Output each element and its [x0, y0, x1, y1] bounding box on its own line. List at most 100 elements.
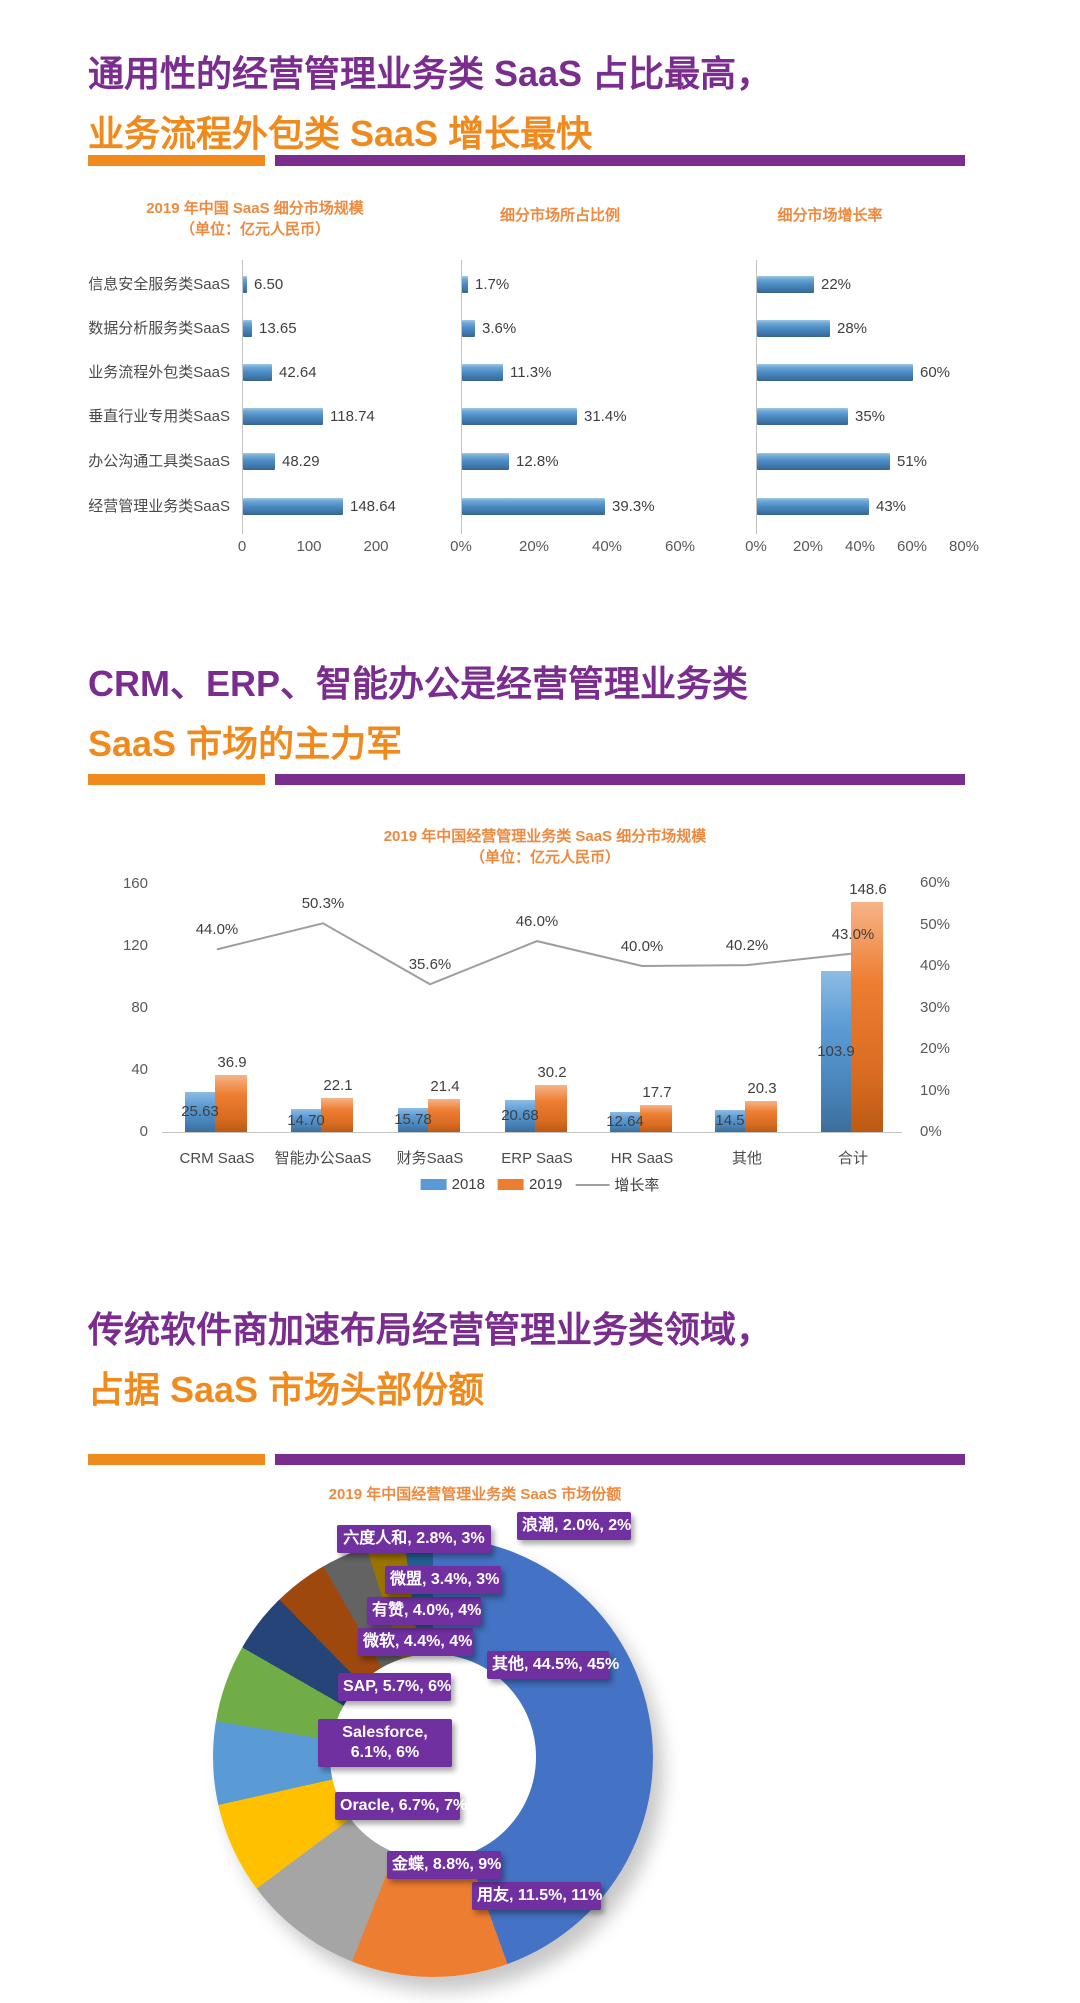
bar-row-bar — [462, 453, 509, 470]
bar-row-value: 6.50 — [254, 276, 284, 293]
divider-orange-segment — [88, 155, 265, 166]
y-axis-line — [461, 260, 462, 534]
bar-row-bar — [243, 320, 252, 337]
bar-row-bar — [462, 498, 605, 515]
bar-row-value: 148.64 — [350, 498, 396, 515]
divider-gap — [265, 774, 275, 785]
chart2-title: 细分市场所占比例 — [499, 207, 620, 224]
bar-2019 — [215, 1075, 247, 1132]
growth-point-value: 46.0% — [515, 913, 559, 931]
x-axis-tick: 40% — [591, 538, 623, 555]
pie-chart-title: 2019 年中国经营管理业务类 SaaS 市场份额 — [328, 1486, 622, 1503]
bar-row-value: 39.3% — [612, 498, 655, 515]
divider-gap — [265, 155, 275, 166]
bar-2019-value: 30.2 — [537, 1064, 567, 1081]
right-axis-tick: 20% — [920, 1040, 951, 1057]
bar-2019 — [640, 1105, 672, 1132]
pie-slice-label: 金蝶, 8.8%, 9% — [387, 1851, 501, 1879]
left-axis-tick: 0 — [139, 1123, 148, 1140]
bar-row-bar — [243, 453, 275, 470]
bar-2019 — [851, 902, 883, 1132]
pie-slice-label: 六度人和, 2.8%, 3% — [337, 1525, 491, 1553]
legend-item: 2019 — [497, 1176, 563, 1193]
bar-2018 — [610, 1112, 640, 1132]
section2-title-line1: CRM、ERP、智能办公是经营管理业务类 — [88, 663, 749, 704]
chart1-title-line1: 2019 年中国 SaaS 细分市场规模 — [146, 200, 364, 217]
bar-row-bar — [462, 276, 468, 293]
divider-purple-segment — [275, 1454, 965, 1465]
x-axis-tick: 100 — [296, 538, 322, 555]
bar-row-category: 经营管理业务类SaaS — [88, 498, 230, 515]
bar-2018-value: 14.70 — [287, 1111, 325, 1129]
bar-2019 — [428, 1099, 460, 1132]
right-axis-tick: 50% — [920, 915, 951, 933]
pie-slice-label: 用友, 11.5%, 11% — [472, 1882, 602, 1910]
bar-2019-value: 36.9 — [217, 1054, 247, 1071]
section2-divider — [88, 774, 965, 785]
bar-row-bar — [243, 408, 323, 425]
bar-2019-value: 22.1 — [323, 1077, 353, 1094]
bar-row-bar — [757, 498, 869, 515]
pie-slice-label: 其他, 44.5%, 45% — [487, 1651, 619, 1679]
bar-row-value: 12.8% — [516, 453, 559, 470]
bar-row-category: 办公沟通工具类SaaS — [88, 453, 230, 470]
x-axis-tick: 20% — [792, 538, 824, 555]
growth-point-value: 50.3% — [301, 895, 345, 913]
right-axis-tick: 30% — [920, 998, 951, 1016]
bar-row-bar — [462, 364, 503, 381]
bar-row-category: 垂直行业专用类SaaS — [88, 408, 230, 425]
x-axis-tick: 200 — [363, 538, 389, 555]
bar-2019-value: 20.3 — [747, 1080, 777, 1097]
left-axis-tick: 40 — [131, 1061, 148, 1078]
bar-row-bar — [757, 320, 830, 337]
bar-row-value: 1.7% — [475, 276, 510, 293]
bar-2018-value: 12.64 — [606, 1113, 644, 1130]
combo-chart-title-line1: 2019 年中国经营管理业务类 SaaS 细分市场规模 — [383, 828, 707, 845]
chart3-title: 细分市场增长率 — [777, 207, 883, 224]
legend-label: 增长率 — [614, 1177, 660, 1194]
section3-title: 传统软件商加速布局经营管理业务类领域， 占据 SaaS 市场头部份额 — [88, 1300, 772, 1420]
combo-category-label: 其他 — [731, 1150, 762, 1167]
bar-row-value: 48.29 — [282, 453, 320, 470]
pie-slice-label: 有赞, 4.0%, 4% — [367, 1597, 481, 1625]
legend-label: 2019 — [528, 1176, 563, 1193]
bar-2018-value: 14.5 — [715, 1112, 745, 1129]
divider-purple-segment — [275, 155, 965, 166]
y-axis-line — [756, 260, 757, 534]
bar-2018 — [505, 1100, 535, 1132]
right-axis-tick: 40% — [920, 957, 951, 974]
combo-chart-title-line2: （单位：亿元人民币） — [469, 849, 620, 866]
pie-slice-label: Salesforce, 6.1%, 6% — [318, 1719, 452, 1767]
bar-row-category: 业务流程外包类SaaS — [88, 364, 230, 381]
bar-2018-value: 20.68 — [501, 1107, 539, 1124]
legend-swatch-icon — [497, 1179, 524, 1190]
section1-title: 通用性的经营管理业务类 SaaS 占比最高， 业务流程外包类 SaaS 增长最快 — [88, 44, 772, 164]
bar-2019-value: 21.4 — [430, 1078, 460, 1095]
bar-row-value: 11.3% — [510, 364, 552, 381]
left-axis-tick: 160 — [122, 875, 148, 892]
pie-slice-label: 浪潮, 2.0%, 2% — [517, 1512, 631, 1540]
bar-row-category: 信息安全服务类SaaS — [88, 276, 230, 293]
bar-row-value: 13.65 — [259, 320, 297, 337]
combo-category-label: CRM SaaS — [179, 1150, 255, 1167]
bar-row-bar — [757, 408, 848, 425]
x-axis-tick: 20% — [518, 538, 550, 555]
x-axis-tick: 80% — [948, 538, 980, 555]
section2-title-line2: SaaS 市场的主力军 — [88, 723, 403, 764]
left-axis-tick: 120 — [122, 937, 148, 954]
combo-category-label: 智能办公SaaS — [274, 1150, 372, 1167]
pie-slice-label: 微盟, 3.4%, 3% — [385, 1566, 501, 1594]
divider-orange-segment — [88, 1454, 265, 1465]
bar-row-value: 31.4% — [584, 408, 627, 425]
bar-row-bar — [757, 364, 913, 381]
x-axis-line — [162, 1132, 902, 1133]
bar-row-bar — [243, 364, 272, 381]
x-axis-tick: 0% — [745, 538, 767, 555]
bar-row-value: 42.64 — [279, 364, 317, 381]
chart1-title: 2019 年中国 SaaS 细分市场规模 （单位：亿元人民币） — [120, 198, 390, 240]
pie-slice-label: 微软, 4.4%, 4% — [358, 1628, 473, 1656]
legend-item: 2018 — [420, 1176, 485, 1193]
growth-point-value: 40.0% — [620, 938, 664, 955]
bar-row-value: 22% — [821, 276, 852, 293]
